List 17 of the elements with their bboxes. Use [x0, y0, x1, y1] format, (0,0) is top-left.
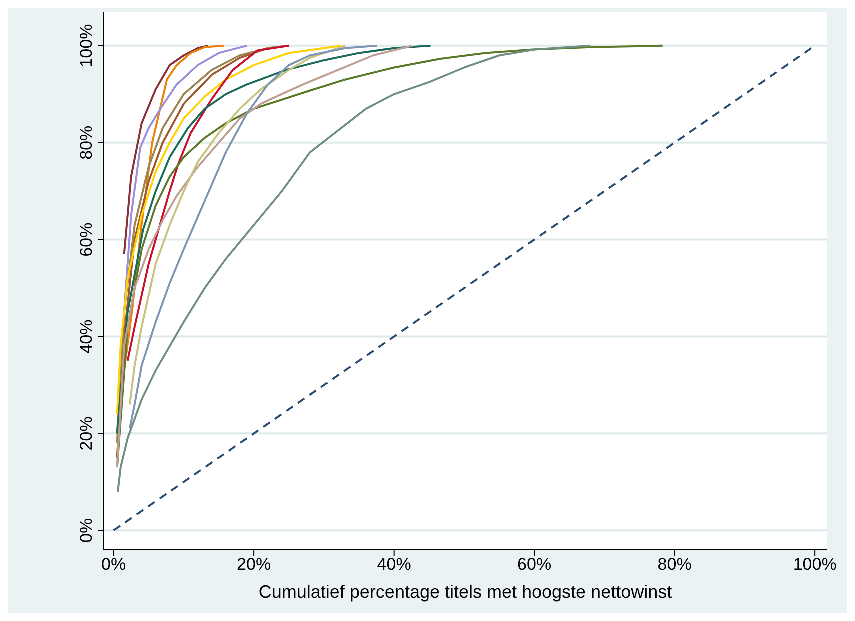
y-tick-label: 80% [77, 126, 96, 160]
x-axis-title: Cumulatief percentage titels met hoogste nettowinst [258, 582, 672, 602]
x-tick-label: 80% [658, 555, 692, 574]
x-tick-label: 100% [793, 555, 837, 574]
y-tick-label: 20% [77, 416, 96, 451]
y-tick-label: 40% [77, 320, 96, 354]
x-tick-label: 40% [377, 555, 412, 574]
y-tick-label: 100% [77, 24, 96, 68]
line-series [128, 44, 378, 430]
y-tick-label: 0% [77, 518, 96, 543]
line-series [126, 44, 290, 362]
x-tick-label: 0% [102, 555, 126, 574]
line-series [123, 44, 210, 256]
y-tick-label: 60% [77, 222, 96, 257]
x-tick-label: 60% [518, 555, 552, 574]
line-series [117, 44, 592, 493]
x-tick-label: 20% [237, 555, 272, 574]
